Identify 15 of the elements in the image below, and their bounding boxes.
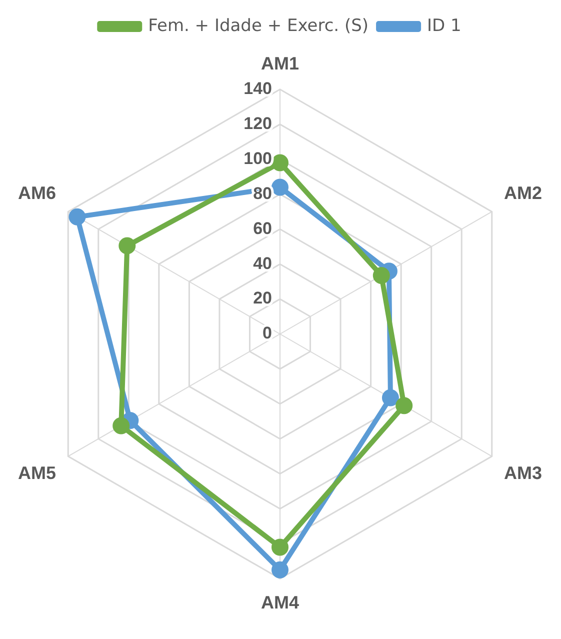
spoke-label: AM2 bbox=[504, 182, 542, 203]
legend-label: Fem. + Idade + Exerc. (S) bbox=[148, 16, 369, 36]
y-tick-label: 120 bbox=[244, 114, 272, 133]
spoke-label: AM6 bbox=[18, 182, 56, 203]
y-tick-label: 20 bbox=[253, 288, 272, 308]
spoke-label: AM4 bbox=[260, 592, 300, 612]
y-tick-label: 60 bbox=[253, 218, 272, 238]
legend-label: ID 1 bbox=[427, 16, 462, 36]
y-tick-label: 100 bbox=[244, 148, 272, 168]
spoke-label: AM3 bbox=[504, 463, 542, 484]
spoke-label: AM1 bbox=[260, 54, 300, 74]
spoke-label: AM5 bbox=[18, 463, 56, 484]
y-tick-label: 140 bbox=[244, 79, 272, 98]
y-tick-label: 0 bbox=[262, 324, 272, 343]
y-tick-label: 40 bbox=[253, 254, 272, 273]
